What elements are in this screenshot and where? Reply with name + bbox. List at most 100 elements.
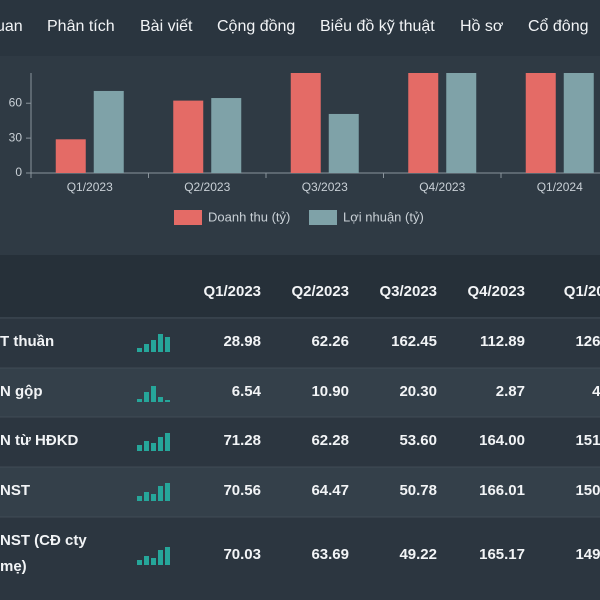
cell: 6.54 xyxy=(232,383,262,400)
cell: 166.01 xyxy=(479,482,525,499)
cell: 4.2 xyxy=(592,383,600,400)
cell: 10.90 xyxy=(311,383,349,400)
x-tick-label: Q3/2023 xyxy=(302,180,348,194)
legend-swatch xyxy=(174,210,202,225)
nav-item[interactable]: Hồ sơ xyxy=(460,18,504,35)
y-tick-label: 0 xyxy=(15,165,22,179)
sparkline-bar xyxy=(165,547,170,565)
nav-item[interactable]: Phân tích xyxy=(47,18,115,35)
sparkline-bar xyxy=(144,492,149,501)
bar xyxy=(173,100,204,173)
sparkline-bar xyxy=(137,445,142,451)
sparkline-bar xyxy=(144,441,149,451)
table-row xyxy=(0,318,600,368)
cell: 63.69 xyxy=(311,546,349,563)
cell: 162.45 xyxy=(391,333,437,350)
row-label-line: mẹ) xyxy=(0,558,27,575)
column-header: Q2/2023 xyxy=(291,283,349,300)
legend-label: Doanh thu (tỷ) xyxy=(208,209,290,224)
row-label: N gộp xyxy=(0,383,43,400)
bar xyxy=(55,139,86,173)
legend-label: Lợi nhuận (tỷ) xyxy=(343,209,424,224)
cell: 70.03 xyxy=(223,546,261,563)
cell: 2.87 xyxy=(496,383,525,400)
cell: 62.26 xyxy=(311,333,349,350)
row-label: N từ HĐKD xyxy=(0,432,79,449)
cell: 71.28 xyxy=(223,432,261,449)
y-tick-label: 60 xyxy=(9,95,23,109)
sparkline-bar xyxy=(158,397,163,402)
sparkline-bar xyxy=(151,386,156,402)
table-row xyxy=(0,517,600,600)
column-header: Q4/2023 xyxy=(467,283,525,300)
cell: 151.9 xyxy=(575,432,600,449)
sparkline-bar xyxy=(137,399,142,402)
sparkline-bar xyxy=(158,550,163,565)
x-tick-label: Q2/2023 xyxy=(184,180,230,194)
sparkline-bar xyxy=(144,344,149,352)
sparkline-bar xyxy=(137,348,142,352)
row-label: T thuần xyxy=(0,333,54,350)
sparkline-bar xyxy=(165,337,170,352)
x-tick-label: Q1/2024 xyxy=(537,180,583,194)
nav-item[interactable]: Bài viết xyxy=(140,18,193,35)
sparkline-bar xyxy=(151,494,156,501)
sparkline-bar xyxy=(137,560,142,565)
y-tick-label: 30 xyxy=(9,130,23,144)
nav-item[interactable]: Cổ đông xyxy=(528,17,589,35)
sparkline-bar xyxy=(151,558,156,565)
cell: 50.78 xyxy=(399,482,437,499)
sparkline-bar xyxy=(151,340,156,352)
nav-bar xyxy=(0,0,600,56)
bar xyxy=(290,73,321,173)
sparkline-bar xyxy=(158,486,163,501)
legend-swatch xyxy=(309,210,337,225)
cell: 149.8 xyxy=(575,546,600,563)
plot-area xyxy=(55,73,594,173)
sparkline-bar xyxy=(144,392,149,402)
bar xyxy=(328,113,359,173)
table-header-bg xyxy=(0,255,600,317)
cell: 70.56 xyxy=(223,482,261,499)
cell: 126.5 xyxy=(575,333,600,350)
nav-item[interactable]: Biểu đồ kỹ thuật xyxy=(320,17,435,35)
cell: 165.17 xyxy=(479,546,525,563)
column-header: Q3/2023 xyxy=(379,283,437,300)
cell: 20.30 xyxy=(399,383,437,400)
cell: 112.89 xyxy=(480,333,525,350)
cell: 49.22 xyxy=(399,546,437,563)
nav-item[interactable]: Cộng đồng xyxy=(217,18,295,35)
sparkline-bar xyxy=(137,496,142,501)
cell: 150.2 xyxy=(575,482,600,499)
sparkline-bar xyxy=(165,433,170,451)
sparkline-bar xyxy=(165,483,170,501)
sparkline-bar xyxy=(165,400,170,402)
bar xyxy=(446,73,477,173)
sparkline-bar xyxy=(144,556,149,565)
cell: 28.98 xyxy=(223,333,261,350)
x-tick-label: Q1/2023 xyxy=(67,180,113,194)
row-label: NST (CĐ cty mẹ) xyxy=(0,532,87,575)
cell: 53.60 xyxy=(399,432,437,449)
sparkline-bar xyxy=(158,437,163,451)
sparkline-bar xyxy=(158,334,163,352)
row-label-line: NST (CĐ cty xyxy=(0,532,87,549)
column-header: Q1/2023 xyxy=(203,283,261,300)
bar xyxy=(563,73,594,173)
bar xyxy=(211,98,242,173)
bar xyxy=(93,90,124,173)
cell: 164.00 xyxy=(479,432,525,449)
table-row xyxy=(0,417,600,467)
sparkline-bar xyxy=(151,443,156,451)
table-row xyxy=(0,368,600,417)
column-header: Q1/202 xyxy=(564,283,600,300)
bar xyxy=(525,73,556,173)
cell: 62.28 xyxy=(311,432,349,449)
x-tick-label: Q4/2023 xyxy=(419,180,465,194)
table-row xyxy=(0,467,600,517)
nav-item[interactable]: uan xyxy=(0,18,23,35)
bar xyxy=(408,73,439,173)
cell: 64.47 xyxy=(311,482,349,499)
